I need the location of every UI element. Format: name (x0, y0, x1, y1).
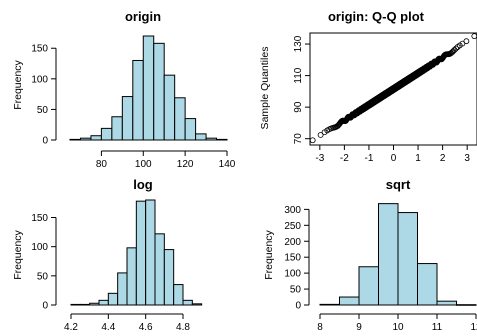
histogram-bar (79, 303, 91, 306)
histogram-bar (195, 133, 207, 141)
histogram-bar (98, 299, 109, 306)
qq-point (453, 45, 459, 52)
panel-2-ylabel: Sample Quantiles (259, 47, 271, 130)
x-tick-label: 11 (432, 322, 443, 333)
y-tick-label: 200 (284, 237, 301, 248)
y-tick-label: 150 (284, 253, 301, 264)
x-tick-label: 80 (96, 159, 108, 170)
y-tick-label: 50 (290, 285, 302, 296)
qq-point (309, 137, 316, 144)
qq-point (451, 47, 458, 53)
panel-2-plot: -3 -2 -1 0 1 2 3 70 90 110 130 (293, 32, 477, 164)
histogram-bar (154, 233, 165, 306)
y-tick-label: 0 (42, 301, 48, 312)
x-tick-label: 9 (356, 322, 362, 333)
histogram-bar (319, 303, 340, 306)
panel-3-plot: 4.2 4.4 4.6 4.8 0 50 100 150 (31, 199, 203, 333)
panel-4-ylabel: Frequency (263, 229, 275, 279)
x-tick-label: 1 (415, 153, 421, 164)
histogram-bar (153, 42, 165, 141)
qq-point (317, 132, 324, 138)
histogram-bar (145, 199, 156, 306)
panel-1-ylabel: Frequency (12, 59, 24, 109)
x-tick-label: -1 (364, 153, 373, 164)
histogram-bar (117, 272, 128, 306)
panel-3-ylabel: Frequency (12, 229, 24, 279)
x-tick-label: 2 (440, 153, 446, 164)
x-tick-label: 4.2 (64, 322, 78, 333)
histogram-bar (456, 304, 477, 306)
panel-qq-plot: origin: Q-Q plot Sample Quantiles -3 -2 -1… (259, 9, 477, 164)
histogram-bar (182, 299, 193, 306)
x-tick-label: 3 (464, 153, 470, 164)
y-tick-label: 110 (293, 67, 304, 83)
histogram-bar (100, 127, 113, 141)
y-tick-label: 50 (37, 105, 49, 116)
panel-1-title: origin (125, 9, 161, 24)
histogram-bar (70, 303, 81, 306)
histogram-bar (358, 266, 379, 306)
y-tick-label: 100 (284, 269, 301, 280)
y-tick-label: 150 (31, 44, 48, 55)
panel-2-title: origin: Q-Q plot (328, 9, 425, 24)
histogram-bar (90, 135, 102, 141)
x-tick-label: 4.8 (176, 322, 190, 333)
histogram-bar (107, 292, 119, 306)
y-tick-label: 100 (31, 242, 48, 253)
histogram-bar (132, 59, 144, 141)
y-tick-label: 70 (293, 133, 304, 145)
y-tick-label: 300 (284, 205, 301, 216)
y-tick-label: 100 (31, 74, 48, 85)
x-tick-label: -2 (340, 153, 349, 164)
y-tick-label: 90 (293, 101, 304, 113)
x-tick-label: 140 (219, 159, 236, 170)
x-tick-label: 4.6 (139, 322, 153, 333)
histogram-bar (436, 300, 457, 306)
panel-3-title: log (133, 177, 153, 192)
y-tick-label: 130 (293, 35, 304, 52)
qq-point (463, 38, 470, 45)
x-tick-label: 10 (392, 322, 404, 333)
panel-origin-histogram: origin Frequency 80 100 120 140 0 50 100 150 (12, 9, 236, 170)
histogram-bar (191, 303, 203, 306)
histogram-bar (126, 247, 137, 306)
y-tick-label: 150 (31, 213, 48, 224)
histogram-bar (174, 97, 186, 141)
x-tick-label: 100 (135, 159, 152, 170)
histogram-bar (89, 302, 100, 306)
histogram-bar (173, 284, 184, 306)
histogram-bar (397, 212, 418, 306)
x-tick-label: 12 (470, 322, 477, 333)
histogram-bar (163, 249, 175, 306)
histogram-bar (69, 138, 81, 141)
panel-log-histogram: log Frequency 4.2 4.4 4.6 4.8 0 50 100 150 (12, 177, 203, 333)
x-tick-label: -3 (315, 153, 324, 164)
histogram-bar (111, 116, 123, 141)
histogram-bar (121, 96, 134, 141)
histogram-bar (79, 137, 92, 141)
y-tick-label: 0 (295, 301, 301, 312)
x-tick-label: 120 (177, 159, 194, 170)
qq-point (471, 33, 477, 40)
histogram-bar (135, 200, 147, 306)
panel-sqrt-histogram: sqrt Frequency 8 9 10 11 12 0 50 100 150 200 250 30… (263, 177, 477, 333)
y-tick-label: 250 (284, 221, 301, 232)
y-tick-label: 50 (37, 271, 49, 282)
histogram-bar (142, 35, 155, 141)
y-tick-label: 0 (42, 136, 48, 147)
histogram-bar (339, 296, 360, 306)
x-tick-label: 4.4 (101, 322, 115, 333)
panel-4-title: sqrt (386, 177, 411, 192)
histogram-bar (184, 118, 197, 141)
histogram-bar (205, 137, 218, 141)
histogram-bar (378, 203, 399, 306)
histogram-bar (163, 74, 176, 141)
panel-1-plot: 80 100 120 140 0 50 100 150 (31, 35, 236, 170)
x-tick-label: 0 (391, 153, 397, 164)
panel-4-plot: 8 9 10 11 12 0 50 100 150 200 250 300 (284, 203, 477, 333)
histogram-bar (417, 263, 438, 306)
histogram-bar (216, 138, 228, 141)
x-tick-label: 8 (317, 322, 323, 333)
